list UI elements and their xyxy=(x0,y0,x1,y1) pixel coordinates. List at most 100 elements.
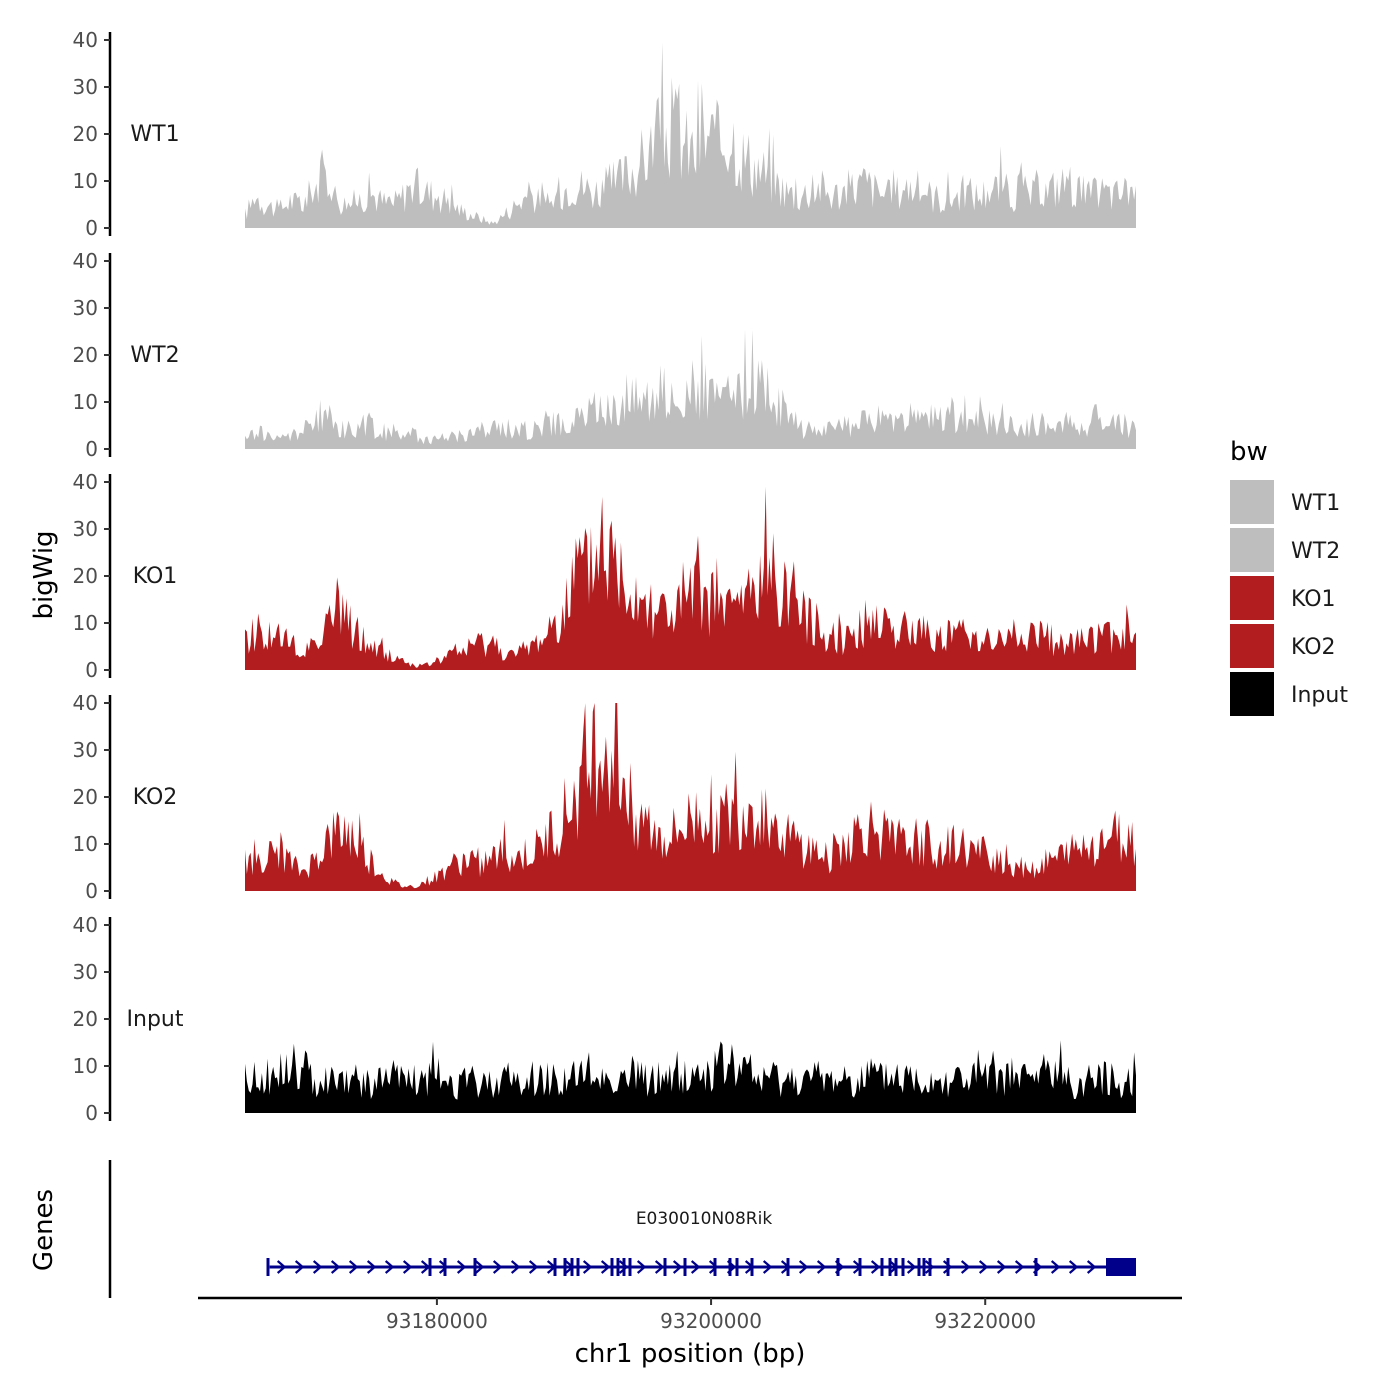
exon xyxy=(563,1258,567,1276)
track-wt1: 0 10 20 30 40 WT1 xyxy=(73,28,1136,240)
y-tick-label: 10 xyxy=(73,611,98,635)
strand-arrow xyxy=(762,1260,773,1274)
track-ko1: 0 10 20 30 40 KO1 xyxy=(73,470,1136,682)
y-tick-label: 40 xyxy=(73,470,98,494)
strand-arrow xyxy=(708,1260,719,1274)
y-tick-label: 0 xyxy=(85,1101,98,1125)
y-tick-label: 10 xyxy=(73,169,98,193)
area-ko1 xyxy=(245,486,1136,670)
track-ko2: 0 10 20 30 40 KO2 xyxy=(73,691,1136,903)
x-axis-title: chr1 position (bp) xyxy=(575,1339,806,1369)
strand-arrow xyxy=(924,1260,935,1274)
strand-arrow xyxy=(870,1260,881,1274)
strand-arrow xyxy=(618,1260,629,1274)
legend-swatch-ko2 xyxy=(1230,624,1274,668)
legend-swatch-ko1 xyxy=(1230,576,1274,620)
track-label: KO2 xyxy=(133,785,178,810)
y-tick-label: 40 xyxy=(73,249,98,273)
y-tick-label: 20 xyxy=(73,785,98,809)
y-tick-label: 0 xyxy=(85,216,98,240)
strand-arrow xyxy=(1068,1260,1079,1274)
exon xyxy=(880,1258,884,1276)
exon xyxy=(266,1258,270,1276)
exon xyxy=(443,1258,447,1276)
gene-model: E030010N08Rik xyxy=(266,1209,1136,1276)
y-tick-label: 30 xyxy=(73,296,98,320)
strand-arrow xyxy=(528,1260,539,1274)
legend-swatch-wt2 xyxy=(1230,528,1274,572)
x-axis: 93180000 93200000 93220000 xyxy=(198,1296,1182,1333)
track-input: 0 10 20 30 40 Input xyxy=(73,913,1136,1125)
y-tick-label: 20 xyxy=(73,343,98,367)
track-wt2: 0 10 20 30 40 WT2 xyxy=(73,249,1136,461)
strand-arrow xyxy=(996,1260,1007,1274)
y-tick-label: 40 xyxy=(73,913,98,937)
strand-arrow xyxy=(510,1260,521,1274)
genes-track-title: Genes xyxy=(29,1189,59,1271)
legend-label-ko1: KO1 xyxy=(1291,587,1336,612)
exon xyxy=(946,1258,950,1276)
exon xyxy=(728,1258,732,1276)
y-tick-label: 0 xyxy=(85,437,98,461)
track-label: WT2 xyxy=(130,343,179,368)
exon-utr xyxy=(1106,1258,1136,1276)
y-tick-label: 40 xyxy=(73,691,98,715)
y-tick-label: 30 xyxy=(73,517,98,541)
exon xyxy=(836,1258,840,1276)
exon xyxy=(922,1258,926,1276)
strand-arrow xyxy=(1050,1260,1061,1274)
strand-arrow xyxy=(978,1260,989,1274)
legend-swatch-input xyxy=(1230,672,1274,716)
strand-arrow xyxy=(960,1260,971,1274)
exon xyxy=(663,1258,667,1276)
strand-arrow xyxy=(636,1260,647,1274)
y-tick-label: 10 xyxy=(73,832,98,856)
track-label: WT1 xyxy=(130,122,179,147)
area-ko2 xyxy=(245,703,1136,891)
legend-swatch-wt1 xyxy=(1230,480,1274,524)
strand-arrow xyxy=(690,1260,701,1274)
strand-arrow xyxy=(1086,1260,1097,1274)
y-tick-label: 40 xyxy=(73,28,98,52)
exon xyxy=(1034,1258,1038,1276)
strand-arrow xyxy=(654,1260,665,1274)
exon xyxy=(917,1258,921,1276)
strand-arrow xyxy=(474,1260,485,1274)
exon xyxy=(750,1258,754,1276)
exon xyxy=(683,1258,687,1276)
strand-arrow xyxy=(672,1260,683,1274)
exon xyxy=(786,1258,790,1276)
legend-label-ko2: KO2 xyxy=(1291,635,1336,660)
strand-arrow xyxy=(438,1260,449,1274)
exon xyxy=(888,1258,892,1276)
area-wt2 xyxy=(245,329,1136,449)
strand-arrow xyxy=(600,1260,611,1274)
strand-arrow xyxy=(582,1260,593,1274)
y-tick-label: 20 xyxy=(73,122,98,146)
strand-arrow xyxy=(798,1260,809,1274)
strand-arrow xyxy=(1014,1260,1025,1274)
track-label: Input xyxy=(127,1007,184,1032)
x-tick-label: 93180000 xyxy=(386,1309,488,1333)
exon xyxy=(622,1258,626,1276)
exon xyxy=(713,1258,717,1276)
y-axis-title: bigWig xyxy=(29,530,59,619)
y-tick-label: 0 xyxy=(85,658,98,682)
legend-label-wt2: WT2 xyxy=(1291,539,1340,564)
x-tick-label: 93200000 xyxy=(660,1309,762,1333)
strand-arrow xyxy=(384,1260,395,1274)
exon xyxy=(610,1258,614,1276)
genes-track: Genes E030010N08Rik xyxy=(29,1160,1136,1298)
gene-name-label: E030010N08Rik xyxy=(636,1209,773,1229)
exon xyxy=(428,1258,432,1276)
strand-arrow xyxy=(312,1260,323,1274)
strand-arrow xyxy=(294,1260,305,1274)
strand-arrow xyxy=(906,1260,917,1274)
y-tick-label: 30 xyxy=(73,75,98,99)
exon xyxy=(553,1258,557,1276)
strand-arrow xyxy=(276,1260,287,1274)
exon xyxy=(628,1258,632,1276)
area-input xyxy=(245,1040,1136,1113)
y-tick-label: 30 xyxy=(73,960,98,984)
y-tick-label: 20 xyxy=(73,1007,98,1031)
